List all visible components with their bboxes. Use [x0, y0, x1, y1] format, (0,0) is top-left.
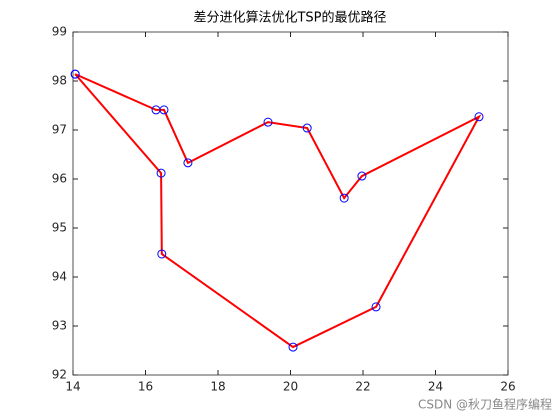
x-tick-label: 14 — [65, 380, 80, 394]
x-tick-label: 22 — [355, 380, 370, 394]
route-line — [74, 73, 482, 349]
y-tick-label: 92 — [52, 368, 67, 382]
y-tick-label: 95 — [52, 221, 67, 235]
y-tick-label: 98 — [52, 74, 67, 88]
x-tick-label: 16 — [138, 380, 153, 394]
city-marker — [159, 105, 169, 115]
y-tick-label: 97 — [52, 123, 67, 137]
city-marker — [339, 193, 349, 203]
city-marker — [156, 168, 166, 178]
city-marker — [183, 158, 193, 168]
city-marker — [288, 342, 298, 352]
city-marker — [371, 302, 381, 312]
y-tick-label: 99 — [52, 25, 67, 39]
city-marker — [70, 69, 80, 79]
y-tick-label: 93 — [52, 319, 67, 333]
y-tick-label: 94 — [52, 270, 67, 284]
plot-area — [72, 31, 509, 376]
x-tick-label: 20 — [283, 380, 298, 394]
city-marker — [302, 123, 312, 133]
watermark: CSDN @秋刀鱼程序编程 — [418, 397, 552, 412]
city-marker — [474, 112, 484, 122]
y-tick-label: 96 — [52, 172, 67, 186]
city-marker — [157, 249, 167, 259]
x-tick-label: 26 — [500, 380, 515, 394]
chart-title: 差分进化算法优化TSP的最优路径 — [193, 10, 386, 26]
x-tick-label: 18 — [210, 380, 225, 394]
city-marker — [263, 117, 273, 127]
x-tick-label: 24 — [428, 380, 443, 394]
city-marker — [357, 171, 367, 181]
